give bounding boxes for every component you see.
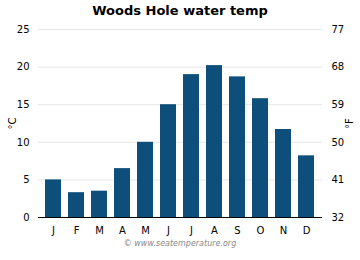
svg-text:S: S xyxy=(234,225,240,236)
svg-text:50: 50 xyxy=(332,137,345,148)
svg-text:77: 77 xyxy=(332,24,345,35)
svg-text:41: 41 xyxy=(332,174,345,185)
svg-text:O: O xyxy=(257,225,265,236)
svg-text:°F: °F xyxy=(344,118,355,129)
html-text:© www.seatemperature.org: © www.seatemperature.org xyxy=(123,239,237,248)
svg-text:°C: °C xyxy=(7,117,18,129)
svg-text:5: 5 xyxy=(23,174,29,185)
svg-text:D: D xyxy=(303,225,311,236)
svg-text:M: M xyxy=(141,225,150,236)
svg-text:20: 20 xyxy=(17,61,30,72)
svg-text:10: 10 xyxy=(17,137,30,148)
svg-text:32: 32 xyxy=(332,212,345,223)
svg-text:25: 25 xyxy=(17,24,30,35)
svg-text:A: A xyxy=(211,225,218,236)
svg-text:59: 59 xyxy=(332,99,345,110)
svg-text:0: 0 xyxy=(23,212,29,223)
svg-text:15: 15 xyxy=(17,99,30,110)
svg-text:68: 68 xyxy=(332,61,345,72)
svg-text:F: F xyxy=(74,225,80,236)
svg-text:J: J xyxy=(166,225,170,236)
svg-text:N: N xyxy=(280,225,287,236)
svg-text:M: M xyxy=(95,225,104,236)
svg-text:A: A xyxy=(119,225,126,236)
svg-text:J: J xyxy=(51,225,55,236)
svg-text:J: J xyxy=(189,225,193,236)
html-text:Woods Hole water temp: Woods Hole water temp xyxy=(92,3,268,18)
